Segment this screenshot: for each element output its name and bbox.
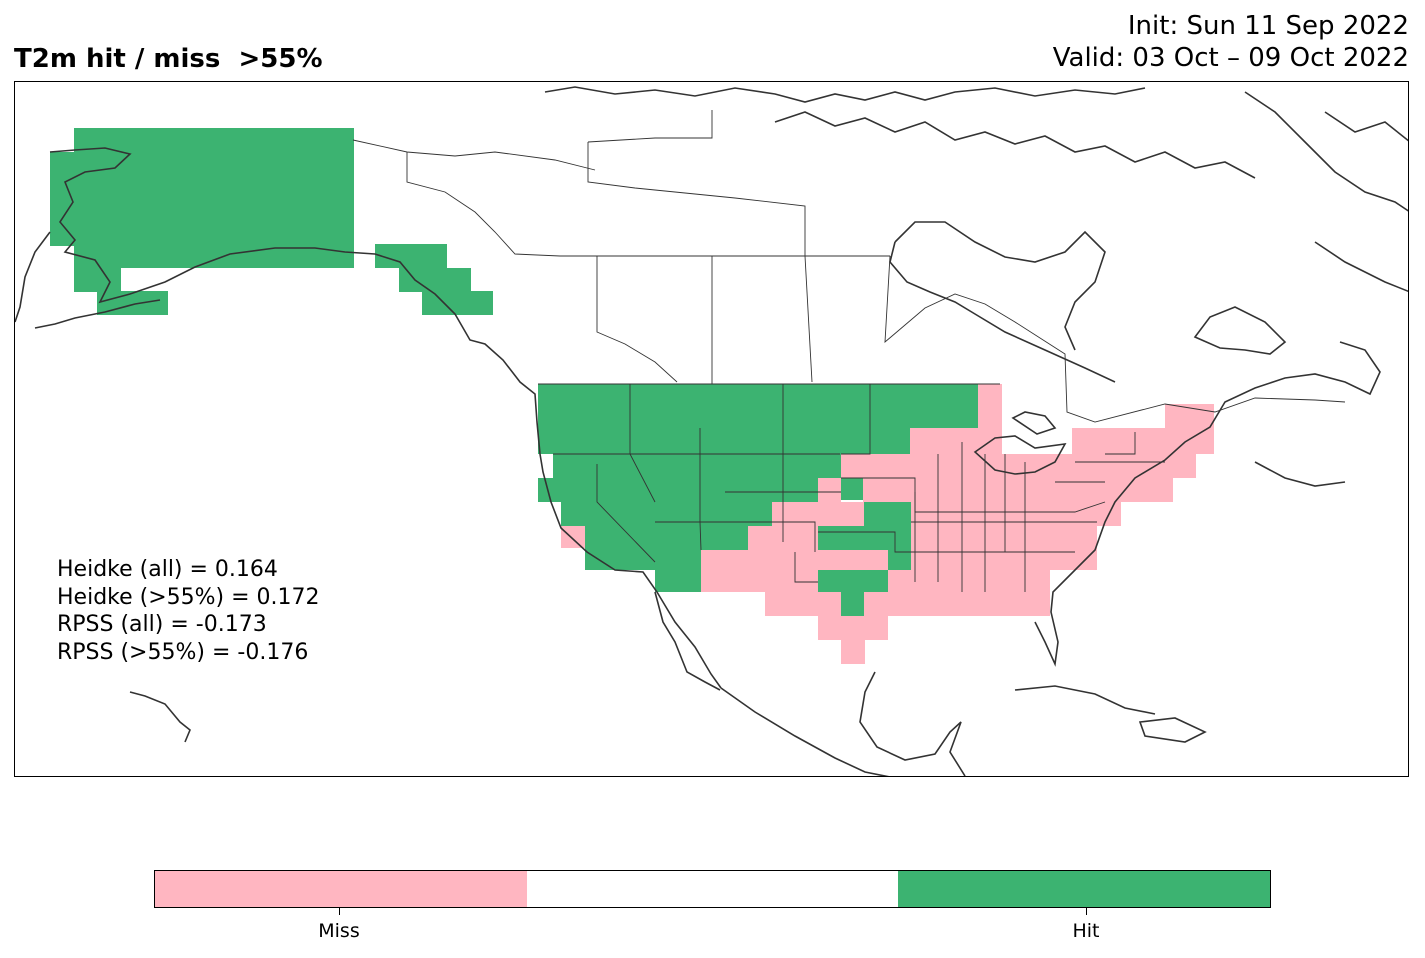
init-date: Init: Sun 11 Sep 2022 — [1127, 11, 1409, 41]
valid-date: Valid: 03 Oct – 09 Oct 2022 — [1052, 43, 1409, 73]
map-canvas — [15, 86, 1408, 776]
verification-scores: Heidke (all) = 0.164 Heidke (>55%) = 0.1… — [57, 556, 320, 666]
forecast-dates: Init: Sun 11 Sep 2022 Valid: 03 Oct – 09… — [1053, 10, 1409, 74]
map-title: T2m hit / miss >55% — [14, 44, 323, 74]
admin-borders — [352, 110, 1346, 592]
conus-miss-region — [561, 384, 1214, 664]
map-panel — [14, 81, 1409, 777]
colorbar-miss-segment — [155, 871, 527, 907]
rpss-all-score: RPSS (all) = -0.173 — [57, 612, 267, 637]
alaska-hit-region — [50, 128, 493, 315]
colorbar-neutral-segment — [526, 871, 899, 907]
coastlines — [15, 86, 1408, 776]
heidke-55-score: Heidke (>55%) = 0.172 — [57, 584, 320, 610]
conus-hit-region — [538, 384, 978, 616]
colorbar-miss-tick — [339, 908, 340, 915]
colorbar-miss-label: Miss — [318, 920, 360, 942]
colorbar-hit-label: Hit — [1072, 920, 1100, 942]
colorbar — [154, 870, 1271, 908]
colorbar-hit-tick — [1086, 908, 1087, 915]
colorbar-hit-segment — [898, 871, 1271, 907]
rpss-55-score: RPSS (>55%) = -0.176 — [57, 639, 309, 665]
heidke-all-score: Heidke (all) = 0.164 — [57, 557, 278, 582]
